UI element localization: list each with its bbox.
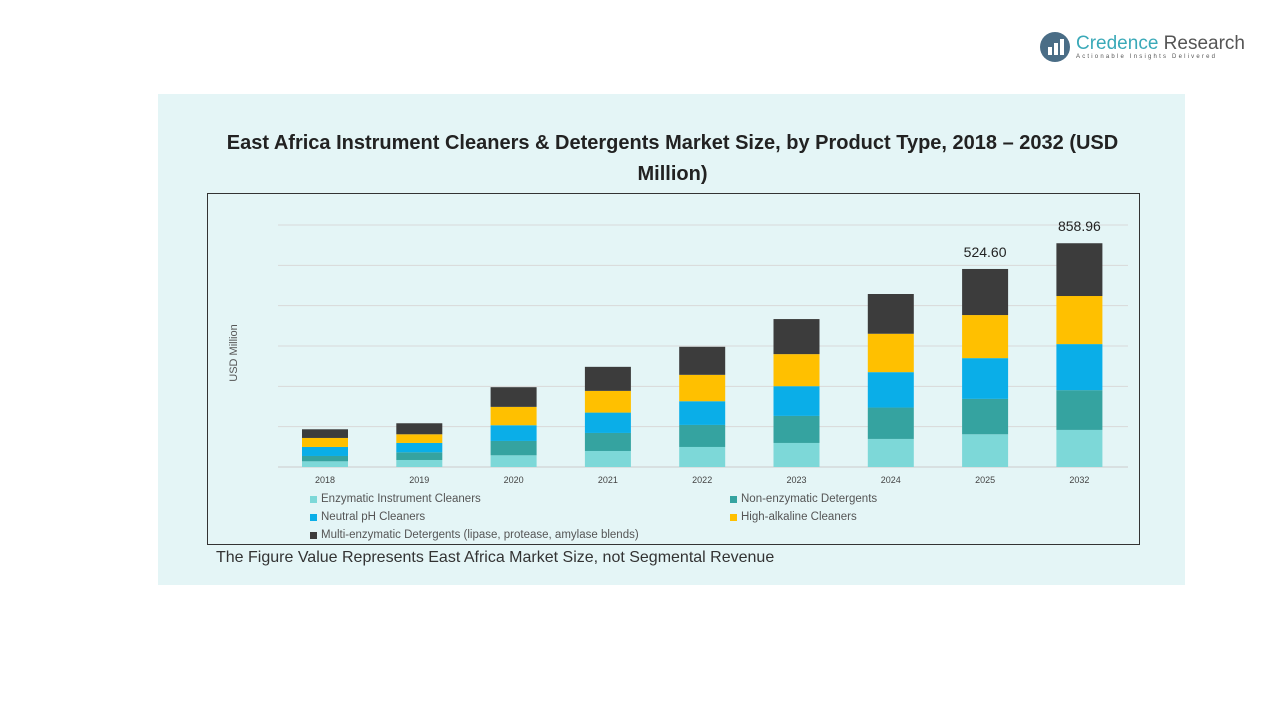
bar-segment [962,398,1009,435]
bar-segment [490,425,537,441]
legend-label: Multi-enzymatic Detergents (lipase, prot… [321,529,639,541]
bar-segment [679,374,726,402]
x-tick-label: 2032 [1069,475,1089,485]
total-data-label: 858.96 [1058,218,1101,234]
bar-segment [302,429,348,438]
logo-name-2: Research [1163,33,1245,54]
bar-segment [773,319,820,355]
bar-segment [962,358,1009,399]
bar-segment [396,423,443,435]
bar-segment [1056,296,1103,345]
x-tick-label: 2024 [881,475,901,485]
bar-segment [773,442,820,467]
bar-segment [584,412,631,433]
legend-swatch [310,495,317,503]
logo-bar-chart-icon [1040,32,1070,62]
x-tick-label: 2019 [409,475,429,485]
bar-segment [490,455,537,467]
x-tick-label: 2021 [598,475,618,485]
bar-segment [867,333,914,373]
logo-name-1: Credence [1076,33,1159,54]
legend-item: Multi-enzymatic Detergents (lipase, prot… [310,529,639,541]
legend-swatch [730,495,737,503]
bar-segment [679,424,726,447]
legend-swatch [730,513,737,521]
bar-segment [1056,390,1103,430]
bar-segment [396,442,443,453]
bar-segment [1056,429,1103,467]
x-tick-label: 2018 [315,475,335,485]
logo-tagline: Actionable Insights Delivered [1076,54,1218,60]
bar-segment [679,446,726,467]
bar-segment [1056,243,1103,297]
x-tick-label: 2020 [504,475,524,485]
legend-swatch [310,531,317,539]
legend-label: Non-enzymatic Detergents [741,493,878,505]
footnote: The Figure Value Represents East Africa … [216,549,775,566]
x-tick-label: 2025 [975,475,995,485]
legend-label: Enzymatic Instrument Cleaners [321,493,481,505]
bar-segment [490,440,537,456]
bar-segment [490,387,537,407]
bar-segment [302,446,348,456]
bar-segment [679,401,726,425]
x-tick-label: 2023 [786,475,806,485]
bar-segment [773,386,820,416]
bar-segment [396,452,443,460]
bar-segment [867,372,914,408]
x-tick-label: 2022 [692,475,712,485]
legend-item: Non-enzymatic Detergents [730,493,877,505]
legend-item: High-alkaline Cleaners [730,511,857,523]
bar-segment [584,432,631,451]
bar-segment [867,438,914,467]
bar-segment [962,268,1009,316]
chart-title: East Africa Instrument Cleaners & Deterg… [226,132,1119,185]
bar-segment [584,450,631,467]
total-data-label: 524.60 [964,244,1007,260]
bar-segment [773,354,820,387]
bar-segment [962,434,1009,467]
bar-segment [302,455,348,462]
legend-label: Neutral pH Cleaners [321,511,426,523]
bar-segment [490,406,537,426]
bar-segment [962,315,1009,359]
bar-segment [584,366,631,391]
bar-segment [584,390,631,413]
bar-segment [302,437,348,447]
chart-panel [158,94,1185,585]
bar-segment [867,407,914,439]
legend-swatch [310,513,317,521]
bar-segment [396,459,443,467]
legend-item: Enzymatic Instrument Cleaners [310,493,481,505]
chart-frame [207,193,1140,545]
bar-segment [302,461,348,467]
bar-segment [867,294,914,334]
legend-item: Neutral pH Cleaners [310,511,425,523]
bar-segment [1056,344,1103,391]
credence-research-logo: Credence Research Actionable Insights De… [1040,32,1245,62]
bar-segment [679,346,726,375]
y-axis-label: USD Million [228,324,240,381]
bar-segment [396,434,443,443]
legend-label: High-alkaline Cleaners [741,511,857,523]
bar-segment [773,415,820,443]
